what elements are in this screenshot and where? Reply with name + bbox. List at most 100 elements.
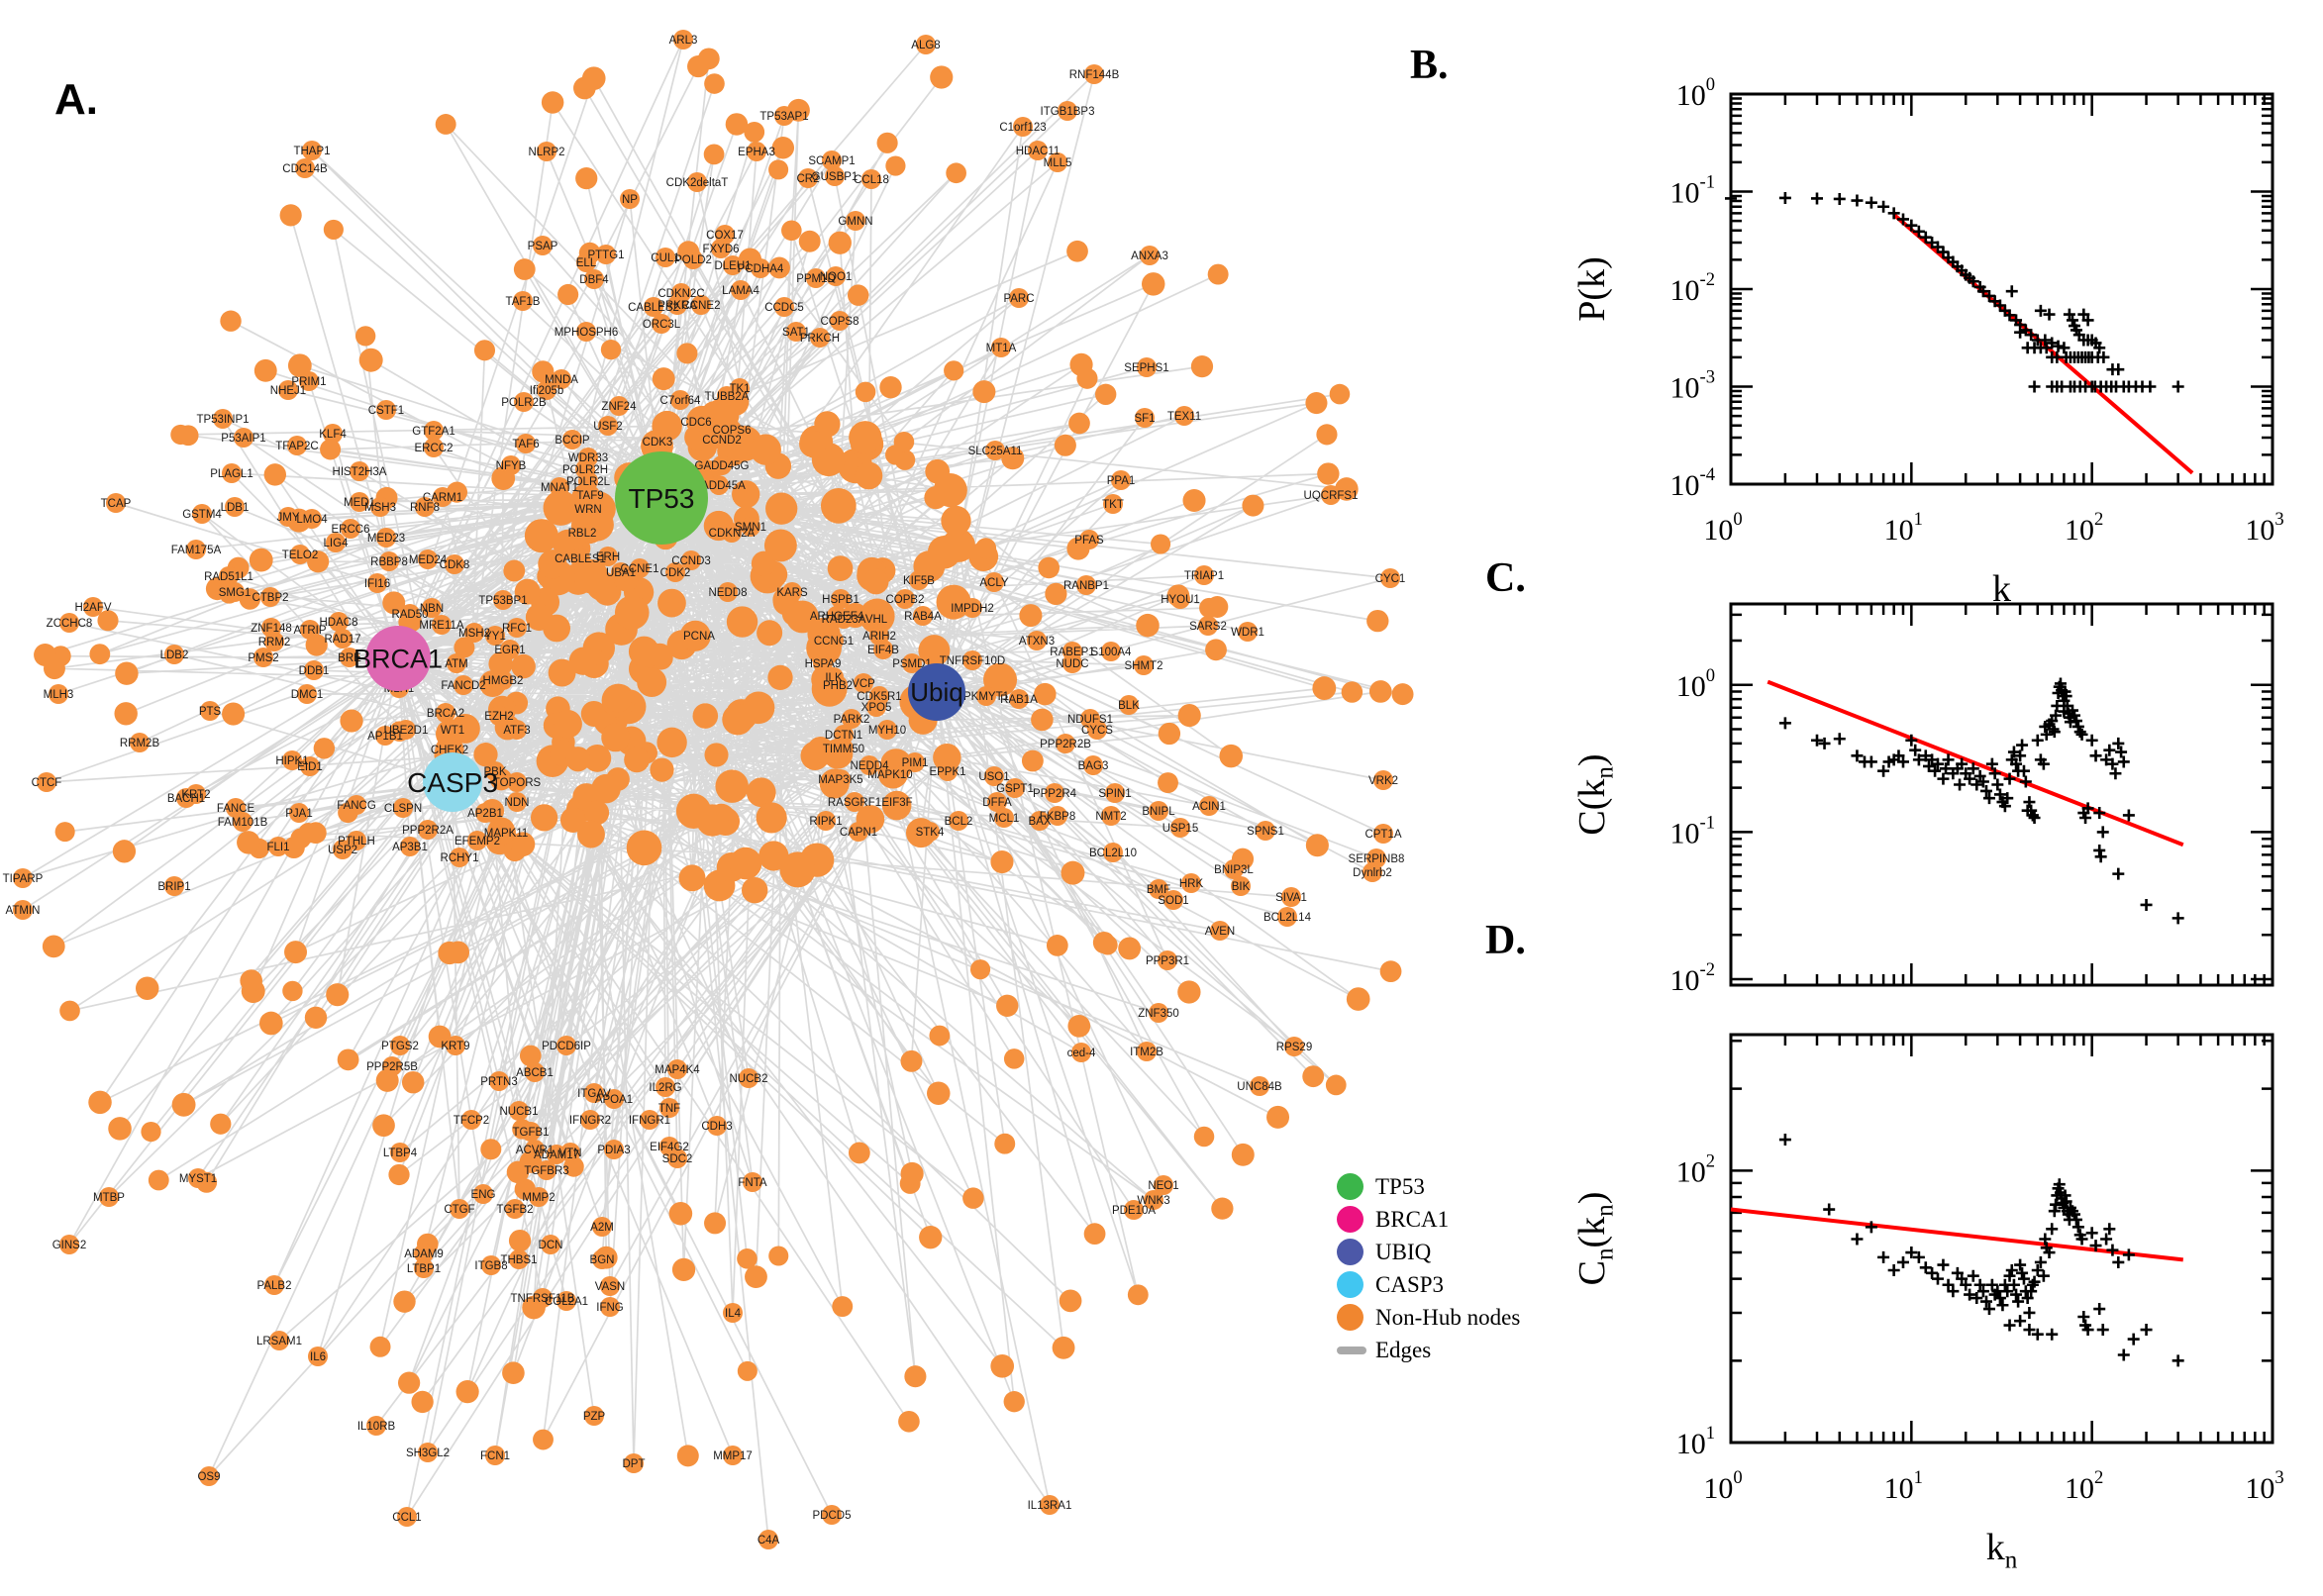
gene-node	[1312, 676, 1337, 701]
plot-frame-D	[1729, 1033, 2274, 1445]
gene-node	[916, 35, 936, 54]
gene-node-label: ACIN1	[1192, 801, 1226, 813]
gene-node	[900, 1049, 923, 1072]
legend-label-brca1: BRCA1	[1375, 1206, 1450, 1232]
gene-node	[1205, 639, 1227, 661]
gene-node	[282, 750, 302, 770]
gene-node	[450, 848, 469, 867]
gene-node	[592, 1217, 612, 1237]
gene-node	[88, 1090, 112, 1115]
gene-node-label: TUBB2A	[705, 391, 750, 403]
gene-node-label: TAF1B	[506, 296, 541, 308]
tick-label: 102	[2065, 509, 2103, 547]
axis-title: Cn(kn)	[1571, 1192, 1618, 1286]
gene-node	[689, 626, 709, 646]
gene-node	[367, 573, 387, 593]
gene-node-label: IL13RA1	[1028, 1500, 1072, 1512]
gene-node	[333, 629, 353, 648]
gene-node	[831, 589, 851, 609]
gene-node-label: KIF5B	[903, 575, 935, 587]
gene-node-label: AVEN	[1205, 926, 1235, 938]
gene-node	[976, 686, 996, 706]
gene-node	[580, 1110, 600, 1130]
gene-node-label: TK1	[729, 383, 750, 395]
gene-node-label: BCL2L10	[1089, 848, 1137, 859]
gene-node-label: ZCCHC8	[47, 618, 93, 630]
gene-node-label: HIPK1	[275, 755, 308, 767]
gene-node	[1149, 801, 1168, 821]
gene-node-label: PTGS2	[381, 1041, 419, 1052]
gene-node	[1068, 412, 1090, 435]
gene-node	[1281, 887, 1301, 907]
scatter-points-D	[1778, 1134, 2184, 1367]
gene-node-label: HDAC11	[1016, 146, 1060, 157]
tick-label: 10-4	[1670, 464, 1716, 502]
gene-node	[450, 1199, 469, 1219]
gene-node-label: ENG	[471, 1189, 496, 1201]
gene-node-label: PDCD6IP	[542, 1041, 591, 1052]
gene-node	[432, 615, 452, 635]
gene-node	[659, 1098, 679, 1118]
gene-node	[112, 840, 137, 863]
gene-node	[996, 994, 1019, 1017]
hub-label-casp3: CASP3	[407, 767, 498, 798]
gene-node	[692, 703, 719, 729]
fit-line-B	[1892, 213, 2194, 475]
gene-node	[1231, 876, 1251, 896]
gene-node	[900, 1161, 924, 1186]
gene-node	[855, 381, 876, 403]
gene-node	[537, 142, 556, 161]
gene-node	[583, 744, 612, 772]
gene-node	[37, 772, 56, 792]
gene-node	[461, 1110, 481, 1130]
gene-node-label: RAD23A	[822, 614, 866, 626]
gene-node-label: MAP4K4	[655, 1064, 700, 1076]
gene-node	[717, 386, 737, 406]
gene-node-label: TGFBR3	[524, 1165, 568, 1177]
gene-node-label: SIVA1	[1275, 892, 1307, 904]
gene-node-label: APOA1	[595, 1094, 633, 1106]
gene-node-label: TAF6	[512, 439, 539, 450]
gene-node	[464, 623, 484, 643]
gene-node-label: FAM101B	[218, 817, 268, 829]
gene-node	[704, 73, 725, 94]
gene-node-label: IL2RG	[649, 1082, 681, 1094]
gene-node-label: SMG1	[219, 587, 252, 599]
gene-node	[141, 1121, 161, 1143]
gene-node	[414, 1244, 434, 1263]
gene-node-label: RNF144B	[1069, 69, 1120, 81]
gene-node	[580, 700, 607, 727]
gene-node	[1346, 987, 1370, 1011]
gene-node	[855, 461, 883, 490]
gene-node	[771, 137, 795, 159]
gene-node	[873, 640, 893, 659]
gene-node-label: CDK3	[643, 437, 673, 449]
gene-node	[393, 798, 413, 818]
gene-node	[511, 653, 536, 679]
gene-node	[308, 1347, 328, 1366]
gene-node-label: TOPORS	[493, 777, 542, 789]
gene-node	[880, 764, 900, 784]
gene-node	[572, 523, 592, 543]
gene-node	[42, 935, 65, 958]
gene-node	[424, 438, 444, 457]
gene-node-label: FANCE	[217, 803, 255, 815]
gene-node	[799, 430, 827, 458]
gene-node	[200, 701, 220, 721]
gene-node	[866, 609, 886, 629]
gene-node-label: FANCD2	[441, 680, 485, 692]
gene-node	[375, 726, 395, 746]
axis-title: k	[1992, 568, 2011, 610]
gene-node	[516, 434, 536, 453]
gene-node-label: DCN	[539, 1240, 563, 1251]
gene-node	[657, 588, 686, 618]
gene-node	[148, 1169, 169, 1191]
gene-node	[909, 570, 929, 590]
gene-node	[849, 822, 868, 842]
gene-node	[830, 311, 850, 331]
gene-node-label: BMF	[1147, 884, 1170, 896]
gene-node-label: RAD50	[391, 609, 428, 621]
gene-node-label: DLEU1	[714, 260, 751, 272]
gene-node	[611, 562, 631, 582]
gene-node	[1380, 568, 1400, 588]
